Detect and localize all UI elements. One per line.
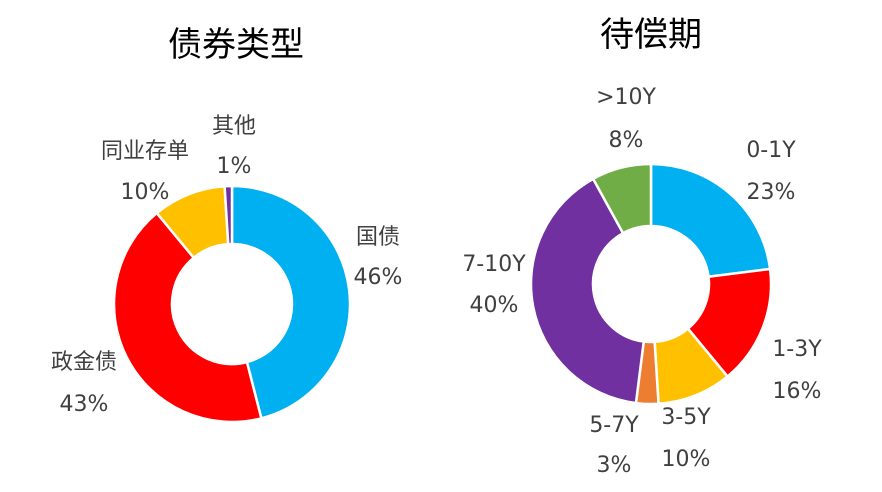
donut-slice-10y [591, 162, 653, 235]
slice-value-label: 23% [747, 180, 796, 205]
slice-value-label: 46% [354, 265, 403, 290]
slice-name-label: 3-5Y [661, 405, 711, 430]
slice-value-label: 1% [217, 154, 252, 179]
slice-name-label: 国债 [356, 225, 400, 250]
donut-slice-item-0 [230, 184, 352, 420]
slice-name-label: 政金债 [51, 350, 117, 375]
slice-value-label: 10% [662, 447, 711, 472]
slice-name-label: 同业存单 [101, 139, 189, 164]
donut-slice-item-1 [112, 211, 263, 424]
slice-value-label: 16% [773, 379, 822, 404]
slice-name-label: 0-1Y [746, 138, 796, 163]
slice-value-label: 8% [609, 128, 644, 153]
donut-slice-0-1y [649, 162, 772, 279]
donut-slice-7-10y [529, 177, 646, 405]
donut-chart-bond-type: 国债 46% 政金债 43% 同业存单 10% 其他 1% [51, 114, 403, 424]
donut-slice-item-3 [223, 184, 234, 246]
slice-value-label: 43% [60, 392, 109, 417]
chart-title-maturity: 待偿期 [600, 15, 702, 55]
slice-value-label: 10% [121, 180, 170, 205]
slice-name-label: 1-3Y [772, 337, 822, 362]
chart-title-bond-type: 债券类型 [168, 25, 304, 65]
slice-name-label: 其他 [212, 114, 256, 139]
donut-chart-maturity: 0-1Y 23% 1-3Y 16% 3-5Y 10% 5-7Y 3% 7-10Y 40% >10Y 8… [462, 85, 822, 478]
slice-name-label: >10Y [596, 85, 656, 110]
slice-value-label: 40% [470, 293, 519, 318]
slice-name-label: 7-10Y [462, 252, 526, 277]
slice-name-label: 5-7Y [589, 413, 639, 438]
slice-value-label: 3% [597, 453, 632, 478]
